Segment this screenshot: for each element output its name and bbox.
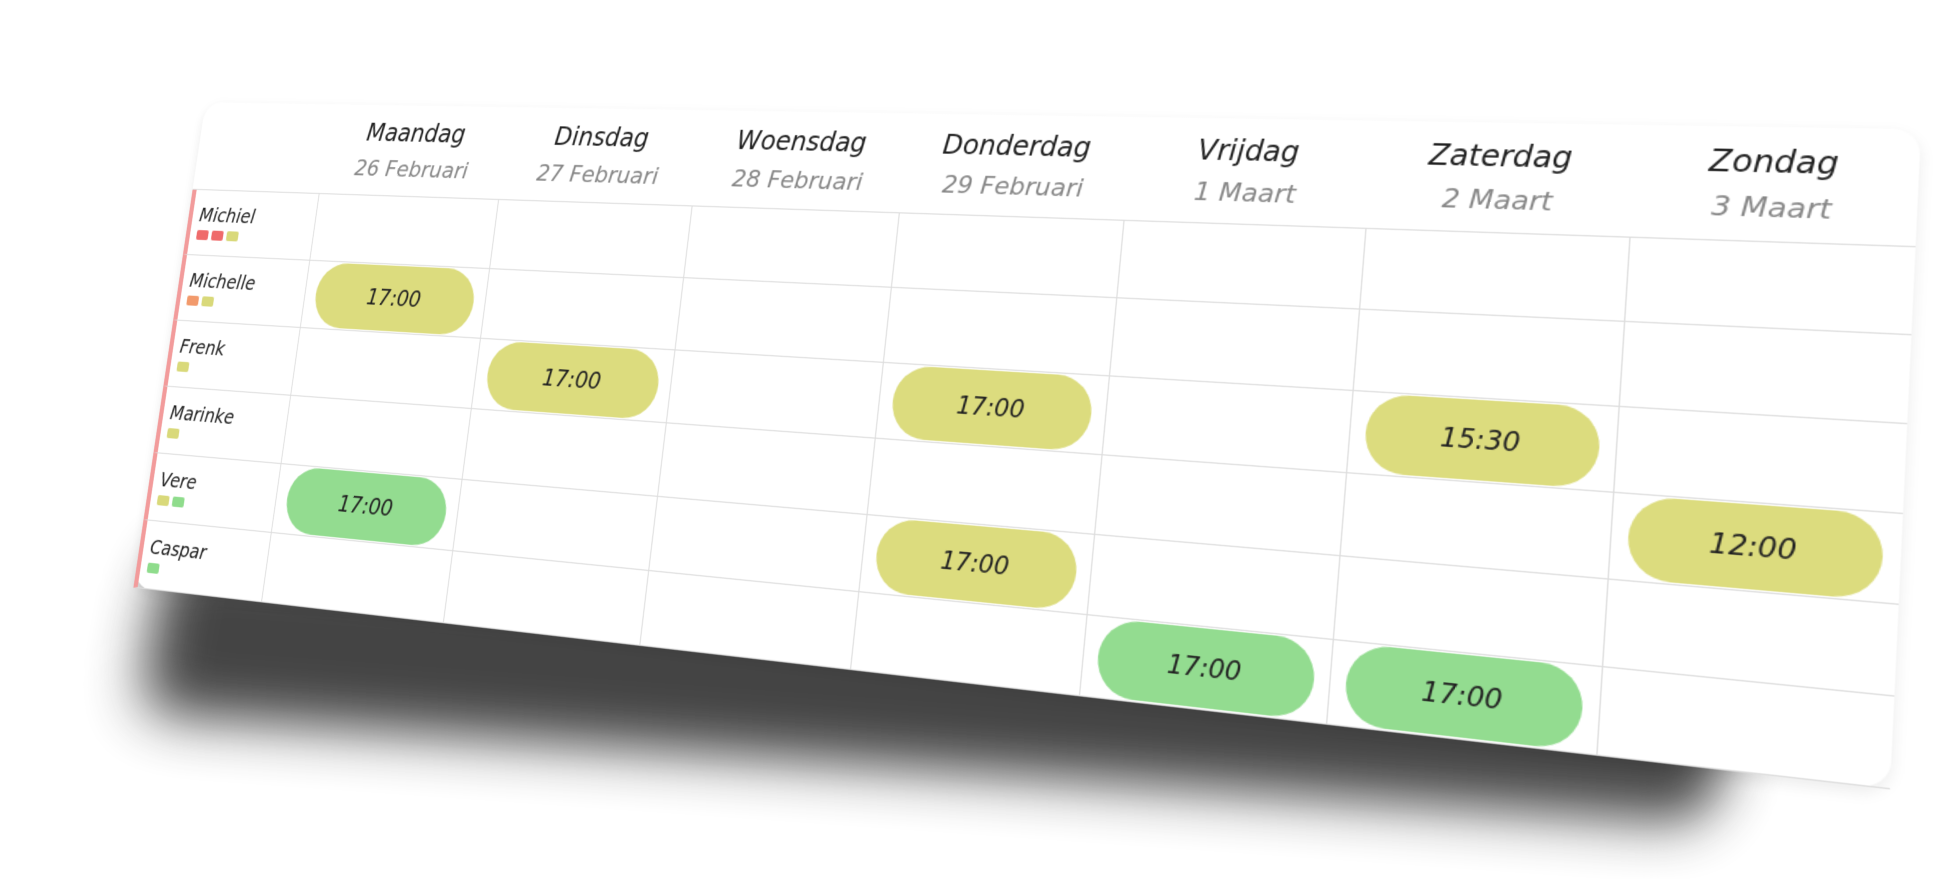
cell[interactable]: 17:00 bbox=[299, 260, 490, 339]
cell[interactable] bbox=[674, 278, 892, 363]
person-tags bbox=[186, 295, 303, 311]
cell[interactable] bbox=[883, 287, 1116, 377]
day-header: Zondag 3 Maart bbox=[1628, 124, 1922, 248]
person: Marinke bbox=[153, 386, 291, 465]
tag bbox=[156, 494, 170, 507]
day-name: Donderdag bbox=[941, 128, 1093, 164]
person-name: Michelle bbox=[188, 269, 257, 296]
person: Michelle bbox=[173, 254, 310, 328]
person: Vere bbox=[143, 452, 281, 533]
day-name: Maandag bbox=[365, 118, 468, 149]
person: Michiel bbox=[182, 189, 319, 261]
tag bbox=[146, 562, 160, 574]
person-tags bbox=[176, 361, 294, 379]
day-name: Vrijdag bbox=[1196, 133, 1301, 169]
cell[interactable] bbox=[1359, 228, 1629, 322]
cell[interactable] bbox=[480, 269, 683, 351]
day-date: 3 Maart bbox=[1710, 190, 1833, 226]
day-header: Woensdag 28 Februari bbox=[691, 110, 910, 214]
corner bbox=[192, 102, 332, 194]
cell[interactable] bbox=[1352, 309, 1624, 407]
cell[interactable] bbox=[309, 193, 499, 270]
person-name: Michiel bbox=[197, 204, 257, 229]
cell[interactable] bbox=[1108, 298, 1360, 392]
cell[interactable] bbox=[489, 199, 692, 279]
cell[interactable] bbox=[682, 206, 900, 288]
day-name: Zaterdag bbox=[1427, 137, 1574, 175]
person-name: Frenk bbox=[178, 335, 227, 361]
cell[interactable] bbox=[1115, 220, 1366, 310]
day-header: Zaterdag 2 Maart bbox=[1365, 120, 1636, 238]
day-date: 2 Maart bbox=[1440, 183, 1554, 218]
day-date: 28 Februari bbox=[730, 165, 865, 197]
day-date: 29 Februari bbox=[940, 170, 1085, 203]
event[interactable]: 17:00 bbox=[311, 262, 479, 337]
tag bbox=[171, 496, 185, 508]
event[interactable]: 17:00 bbox=[889, 364, 1095, 452]
tag bbox=[201, 296, 215, 307]
day-header: Vrijdag 1 Maart bbox=[1123, 116, 1375, 229]
day-name: Dinsdag bbox=[553, 121, 651, 153]
day-header: Donderdag 29 Februari bbox=[899, 113, 1133, 221]
day-name: Zondag bbox=[1708, 142, 1840, 181]
day-date: 1 Maart bbox=[1192, 177, 1298, 210]
day-date: 26 Februari bbox=[353, 155, 470, 185]
day-name: Woensdag bbox=[735, 124, 869, 158]
day-header: Dinsdag 27 Februari bbox=[498, 107, 703, 207]
event[interactable]: 15:30 bbox=[1362, 393, 1602, 490]
tag bbox=[186, 295, 200, 306]
person: Caspar bbox=[133, 520, 271, 603]
tag bbox=[166, 427, 180, 439]
tag bbox=[176, 361, 190, 373]
cell[interactable] bbox=[1623, 237, 1916, 336]
event[interactable]: 17:00 bbox=[483, 340, 663, 421]
tag bbox=[225, 231, 239, 242]
tag bbox=[210, 230, 224, 241]
person-tags bbox=[195, 229, 313, 245]
day-date: 27 Februari bbox=[535, 160, 660, 190]
person: Frenk bbox=[163, 320, 300, 396]
day-header: Maandag 26 Februari bbox=[318, 104, 511, 200]
tag bbox=[195, 229, 209, 241]
cell[interactable] bbox=[891, 213, 1124, 299]
